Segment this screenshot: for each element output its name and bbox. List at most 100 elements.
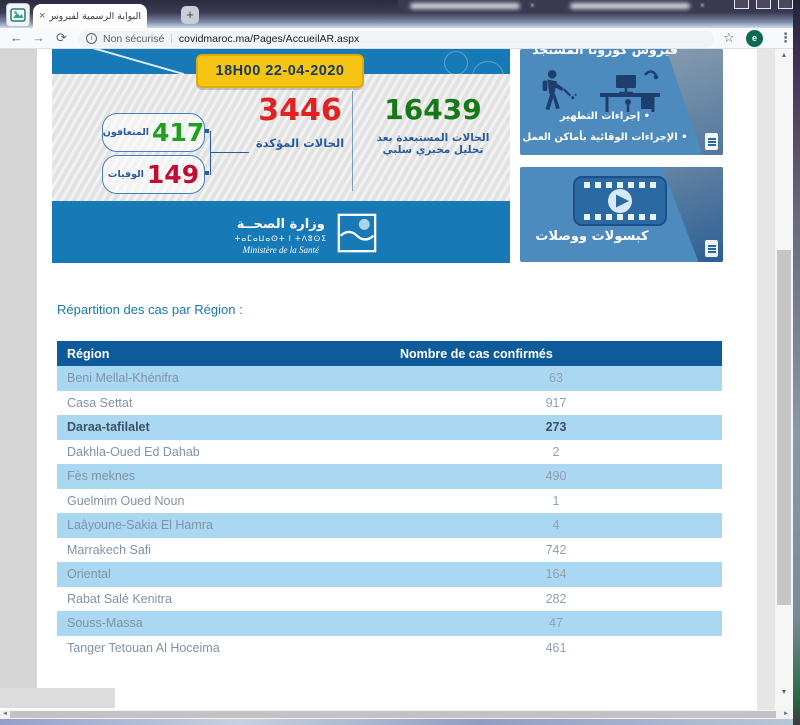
status-area [0,688,115,708]
cases-count: 63 [549,371,563,386]
table-row[interactable]: Oriental 164 [57,562,722,587]
table-row[interactable]: Dakhla-Oued Ed Dahab 2 [57,440,722,465]
back-icon[interactable]: ← [10,30,23,45]
address-bar[interactable]: i Non sécurisé | covidmaroc.ma/Pages/Acc… [78,30,714,47]
region-cases-table: Région Nombre de cas confirmés Beni Mell… [57,341,722,660]
excluded-value: 16439 [384,93,482,126]
cases-count: 490 [545,469,567,484]
video-filmstrip-icon [572,175,668,232]
tab-title: البوابة الرسمية لفيروس كورونا بالمغرب [49,10,141,22]
reload-icon[interactable]: ⟳ [56,30,67,45]
background-window-titlebar: × × [398,0,793,13]
maximize-button[interactable] [756,0,771,9]
confirmed-stat: 3446 الحالات المؤكدة [248,93,352,150]
scrollbar-gutter [757,49,775,710]
table-row[interactable]: Marrakech Safi 742 [57,538,722,563]
tab-close-icon[interactable]: × [39,9,46,22]
minimize-button[interactable] [734,0,749,9]
table-row[interactable]: Rabat Salé Kenitra 282 [57,587,722,612]
recovered-stat-box: 417 المتعافون [102,113,205,152]
active-tab[interactable]: × البوابة الرسمية لفيروس كورونا بالمغرب [33,4,147,28]
connector-dot [205,129,209,133]
cases-count: 1 [552,493,560,508]
recovered-value: 417 [152,118,205,147]
horizontal-scrollbar[interactable]: ◄ ► [0,710,793,719]
recovered-label: المتعافون [102,127,150,138]
region-name: Tanger Tetouan Al Hoceima [67,640,220,655]
horizontal-scrollbar-thumb[interactable] [10,711,776,718]
workplace-desk-icon [598,65,662,118]
region-name: Casa Settat [67,395,133,410]
region-name: Daraa-tafilalet [67,420,150,435]
banner-diagonal-line [91,49,185,75]
table-row[interactable]: Souss-Massa 47 [57,611,722,636]
vertical-scrollbar-thumb[interactable] [777,250,791,605]
cases-count: 742 [545,542,567,557]
deaths-label: الوفيات [107,169,144,180]
bookmark-star-icon[interactable]: ☆ [723,30,735,45]
cases-count: 47 [549,616,563,631]
region-name: Laâyoune-Sakia El Hamra [67,518,213,533]
desktop-background-bottom [0,719,800,725]
virus-decor-circle [444,51,468,75]
excluded-label-line1: الحالات المستبعدة بعد [376,132,490,144]
cases-count: 164 [545,567,567,582]
card1-bullet-workplace: • الإجراءات الوقائية بأماكن العمل [522,132,688,143]
cases-count: 4 [552,518,560,533]
url-text: covidmaroc.ma/Pages/AccueilAR.aspx [178,32,360,45]
region-name: Souss-Massa [67,616,143,631]
blurred-tab-close-icon: × [530,1,535,10]
connector-hline [211,152,249,154]
card2-label: كبسولات ووصلات [535,229,649,244]
confirmed-label: الحالات المؤكدة [255,136,345,150]
stats-divider [352,91,353,191]
browser-toolbar: ← → ⟳ i Non sécurisé | covidmaroc.ma/Pag… [0,28,793,49]
deaths-stat-box: 149 الوفيات [102,155,205,194]
region-name: Guelmim Oued Noun [67,493,185,508]
ministry-mini-logo [705,133,718,150]
ministry-logo-icon [337,213,377,258]
cases-count: 282 [545,591,567,606]
scroll-left-icon[interactable]: ◄ [2,711,8,717]
covid-stats-banner: 18H00 22-04-2020 417 المتعافون 149 الوفي… [52,49,510,263]
desktop-background-right [793,0,800,725]
menu-dots-icon[interactable]: ⋮ [779,30,792,45]
sidebar-card-prevention[interactable]: فيروس كورونا المستجد • إجراءات التطهير •… [520,49,723,155]
ministry-logo-block: وزارة الصحــة ⵜⴰⵎⴰⵡⴰⵙⵜ ⵏ ⵜⴷⵓⵙⵉ Ministère… [202,213,377,258]
info-icon[interactable]: i [86,33,97,44]
table-row[interactable]: Laâyoune-Sakia El Hamra 4 [57,513,722,538]
table-row[interactable]: Fès meknes 490 [57,464,722,489]
table-row[interactable]: Beni Mellal-Khénifra 63 [57,366,722,391]
scroll-down-icon[interactable]: ▼ [780,689,788,696]
page-left-margin [0,49,37,708]
table-row[interactable]: Guelmim Oued Noun 1 [57,489,722,514]
table-row[interactable]: Daraa-tafilalet 273 [57,415,722,440]
sidebar-card-videos[interactable]: كبسولات ووصلات [520,167,723,262]
table-row[interactable]: Casa Settat 917 [57,391,722,416]
header-cases: Nombre de cas confirmés [390,341,722,366]
connector-dot [205,171,209,175]
security-label: Non sécurisé [103,32,165,45]
card1-bullet-disinfection: • إجراءات التطهير [559,111,651,122]
new-tab-button[interactable]: + [181,6,199,24]
scroll-up-icon[interactable]: ▲ [780,52,788,59]
cases-count: 461 [545,640,567,655]
region-name: Dakhla-Oued Ed Dahab [67,444,200,459]
close-button[interactable] [778,0,793,9]
deaths-value: 149 [146,160,200,189]
vertical-scrollbar[interactable]: ▲ ▼ [775,49,793,710]
ministry-name-arabic: وزارة الصحــة [236,216,325,232]
table-row[interactable]: Tanger Tetouan Al Hoceima 461 [57,636,722,661]
banner-stats-area [52,74,510,201]
scroll-right-icon[interactable]: ► [783,711,789,717]
region-name: Rabat Salé Kenitra [67,591,172,606]
ministry-name-french: Ministère de la Santé [242,244,319,255]
table-header-row: Région Nombre de cas confirmés [57,341,722,366]
excluded-label-line2: تحليل مخبري سلبي [382,144,484,156]
tab-strip: × البوابة الرسمية لفيروس كورونا بالمغرب … [0,0,793,28]
profile-avatar[interactable]: e [746,29,763,47]
forward-icon[interactable]: → [32,30,45,45]
cases-count: 273 [545,420,567,435]
region-name: Fès meknes [67,469,136,484]
